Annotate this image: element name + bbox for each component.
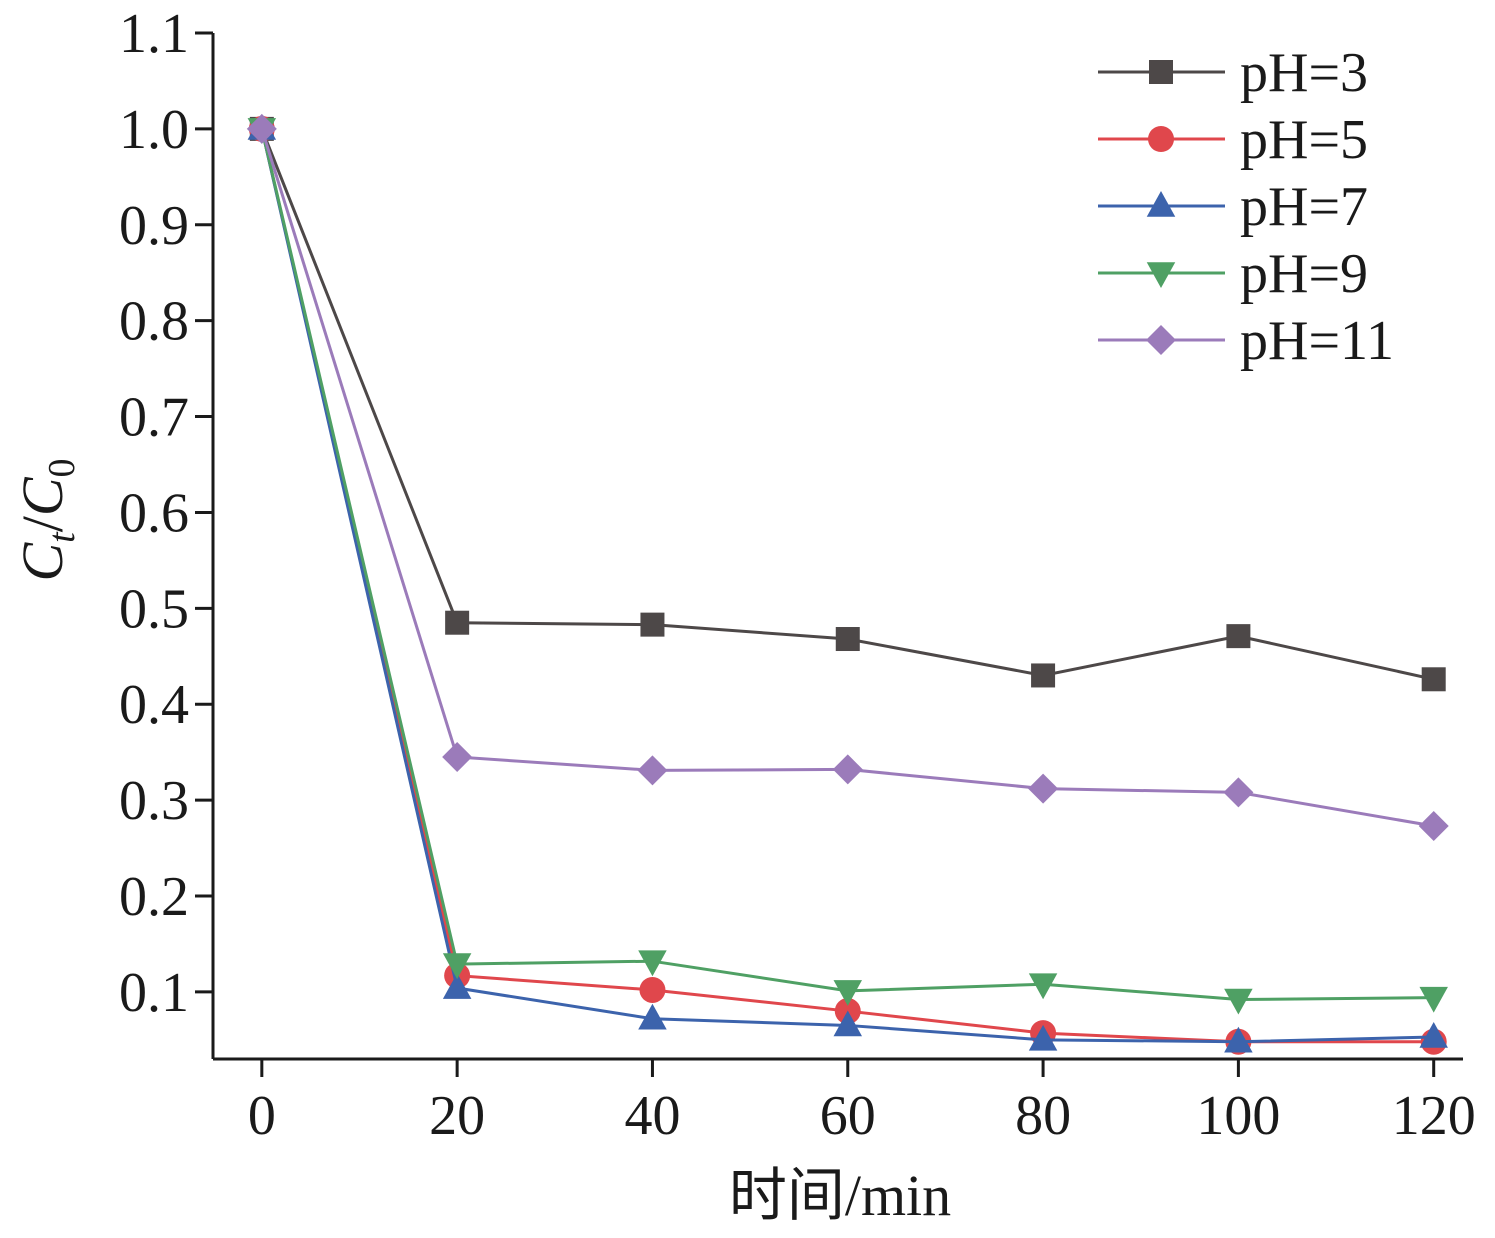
y-axis-title-sub-0: 0 bbox=[41, 458, 83, 477]
y-tick-label: 0.5 bbox=[119, 578, 189, 640]
x-tick-label: 120 bbox=[1392, 1085, 1476, 1147]
legend-label: pH=5 bbox=[1240, 109, 1368, 171]
data-point bbox=[442, 973, 472, 999]
data-point bbox=[638, 950, 667, 977]
y-tick-label: 0.8 bbox=[119, 291, 189, 353]
y-axis-title-sub-t: t bbox=[41, 531, 83, 543]
legend-marker bbox=[1146, 262, 1176, 288]
data-point bbox=[638, 1003, 667, 1030]
legend-label: pH=9 bbox=[1240, 243, 1368, 305]
legend-marker bbox=[1146, 191, 1176, 217]
y-tick-label: 1.0 bbox=[119, 99, 189, 161]
data-point bbox=[442, 953, 472, 980]
data-point bbox=[832, 754, 863, 785]
x-tick-label: 0 bbox=[248, 1085, 276, 1147]
legend-item: pH=7 bbox=[1098, 176, 1368, 238]
data-point bbox=[639, 976, 666, 1003]
legend-label: pH=7 bbox=[1240, 176, 1368, 238]
data-point bbox=[1418, 810, 1449, 841]
data-point bbox=[1224, 988, 1253, 1015]
legend: pH=3pH=5pH=7pH=9pH=11 bbox=[1098, 42, 1394, 372]
legend-item: pH=9 bbox=[1098, 243, 1368, 305]
legend-marker bbox=[1149, 60, 1173, 84]
y-axis-title-main: C bbox=[10, 542, 75, 582]
x-tick-label: 60 bbox=[820, 1085, 876, 1147]
data-point bbox=[833, 1010, 863, 1037]
y-tick-label: 0.3 bbox=[119, 770, 189, 832]
x-tick-label: 80 bbox=[1015, 1085, 1071, 1147]
legend-item: pH=11 bbox=[1098, 310, 1394, 372]
x-tick-label: 40 bbox=[624, 1085, 680, 1147]
y-axis-title-slash: / bbox=[10, 515, 75, 532]
y-tick-label: 1.1 bbox=[119, 3, 189, 65]
data-point bbox=[640, 612, 665, 637]
data-point bbox=[637, 755, 668, 786]
series-5 bbox=[246, 113, 1449, 841]
data-point bbox=[442, 741, 473, 772]
data-point bbox=[1223, 777, 1254, 808]
data-point bbox=[246, 113, 277, 144]
x-axis-title: 时间/min bbox=[729, 1163, 951, 1228]
legend-label: pH=11 bbox=[1240, 310, 1394, 372]
legend-item: pH=3 bbox=[1098, 42, 1368, 104]
x-tick-label: 20 bbox=[429, 1085, 485, 1147]
legend-marker bbox=[1148, 126, 1174, 152]
legend-label: pH=3 bbox=[1240, 42, 1368, 104]
y-tick-label: 0.6 bbox=[119, 482, 189, 544]
y-tick-label: 0.9 bbox=[119, 195, 189, 257]
y-tick-label: 0.7 bbox=[119, 387, 189, 449]
data-point bbox=[835, 627, 860, 652]
y-axis-title-main-2: C bbox=[10, 476, 75, 516]
y-axis-title: Ct/C0 bbox=[10, 458, 83, 581]
x-tick-label: 100 bbox=[1196, 1085, 1280, 1147]
data-point bbox=[1226, 624, 1251, 649]
data-point bbox=[1224, 1026, 1253, 1053]
data-point bbox=[1419, 1021, 1448, 1048]
data-point bbox=[1031, 663, 1056, 688]
y-tick-label: 0.2 bbox=[119, 866, 189, 928]
legend-item: pH=5 bbox=[1098, 109, 1368, 171]
data-point bbox=[1028, 1024, 1058, 1051]
data-point bbox=[1028, 973, 1058, 1000]
series-layer bbox=[246, 113, 1449, 1055]
data-point bbox=[1028, 773, 1059, 804]
data-point bbox=[445, 610, 470, 635]
axes: 0 20 40 60 80 100 120 0.1 0.2 0.3 0.4 0.5 0.6 0.7 0.8 0… bbox=[119, 3, 1476, 1147]
data-point bbox=[1421, 667, 1446, 692]
legend-marker bbox=[1146, 325, 1176, 355]
y-tick-label: 0.1 bbox=[119, 962, 189, 1024]
y-tick-label: 0.4 bbox=[119, 674, 189, 736]
data-point bbox=[1419, 986, 1448, 1013]
data-point bbox=[833, 980, 863, 1006]
